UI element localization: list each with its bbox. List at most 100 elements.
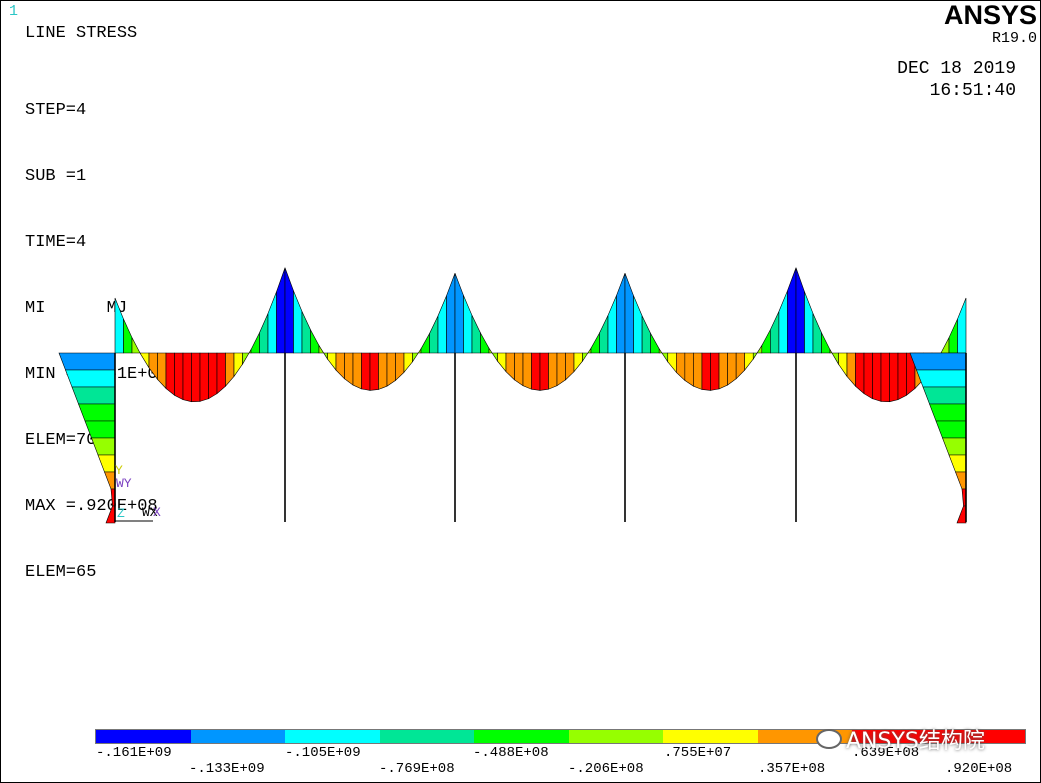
- stress-strip: [565, 352, 575, 381]
- info-max-elem: ELEM=65: [25, 563, 97, 582]
- stress-strip: [872, 352, 882, 402]
- stress-strip: [821, 332, 831, 354]
- date-time: DEC 18 2019 16:51:40: [897, 58, 1016, 102]
- column-stress-strip: [97, 454, 116, 473]
- stress-strip: [114, 297, 124, 354]
- legend-swatch: [568, 730, 663, 743]
- stress-strip: [838, 352, 848, 378]
- stress-strip: [675, 352, 686, 382]
- stress-strip: [624, 273, 634, 354]
- watermark: ANSYS结构院: [816, 723, 985, 755]
- stress-strip: [429, 315, 439, 354]
- stress-strip: [770, 311, 780, 354]
- brand-name: ANSYS: [943, 0, 1037, 30]
- window-number: 1: [9, 3, 19, 20]
- stress-diagram: [58, 267, 967, 524]
- watermark-text: ANSYS结构院: [846, 729, 985, 754]
- legend-swatch: [474, 730, 569, 743]
- stress-strip: [633, 295, 643, 354]
- column-stress-strip: [104, 471, 116, 490]
- column-stress-strip: [956, 505, 967, 524]
- stress-strip: [420, 332, 430, 354]
- column-stress-strip: [84, 420, 116, 439]
- stress-strip: [701, 352, 711, 391]
- column-stress-strip: [909, 352, 967, 371]
- stress-strip: [174, 352, 184, 401]
- legend-label-2: -.133E+09: [189, 761, 265, 777]
- stress-strip: [531, 352, 541, 391]
- stress-strip: [378, 352, 388, 390]
- stress-strip: [761, 329, 771, 354]
- stress-strip: [889, 352, 899, 403]
- triad-y-label: Y: [115, 463, 123, 478]
- plot-title: LINE STRESS: [25, 24, 138, 43]
- stress-strip: [718, 352, 728, 390]
- legend-label-6: -.206E+08: [568, 761, 644, 777]
- stress-strip: [199, 352, 209, 402]
- brand-version: R19.0: [991, 30, 1037, 47]
- stress-strip: [616, 273, 626, 354]
- stress-strip: [812, 313, 822, 354]
- column-stress-strip: [58, 352, 116, 371]
- plot-time: 16:51:40: [929, 81, 1016, 101]
- column-stress-strip: [91, 437, 116, 456]
- stress-strip: [131, 337, 141, 355]
- info-step: STEP=4: [25, 101, 87, 120]
- stress-strip: [293, 290, 303, 354]
- stress-strip: [344, 352, 354, 386]
- stress-strip: [752, 344, 763, 361]
- column-stress-strip: [922, 386, 967, 405]
- stress-strip: [242, 348, 252, 366]
- triad-x-label: X: [153, 505, 161, 520]
- stress-strip: [667, 352, 677, 374]
- stress-strip: [463, 295, 473, 354]
- column-stress-strip: [916, 369, 967, 388]
- column-lines: [114, 353, 967, 522]
- stress-strip: [829, 348, 839, 366]
- triad-wx-label: WX: [142, 505, 158, 520]
- stress-strip: [488, 347, 498, 363]
- stress-strip: [318, 344, 328, 361]
- stress-strip: [412, 347, 422, 363]
- info-time: TIME=4: [25, 233, 87, 252]
- legend-label-5: -.488E+08: [473, 745, 549, 761]
- stress-strip: [369, 352, 379, 391]
- column-stress-strip: [105, 505, 116, 524]
- stress-strip: [361, 352, 371, 391]
- triad-z-label: Z: [117, 506, 125, 521]
- stress-strip: [804, 291, 814, 354]
- stress-strip: [880, 352, 890, 403]
- stress-strip: [327, 352, 337, 371]
- triad-wy-label: WY: [116, 476, 132, 491]
- stress-strip: [233, 352, 243, 378]
- legend-label-1: -.161E+09: [96, 745, 172, 761]
- stress-strip: [352, 352, 362, 390]
- stress-strip: [787, 267, 797, 354]
- info-min-elem: ELEM=70: [25, 431, 97, 450]
- column-stress-strip: [955, 471, 967, 490]
- info-sub: SUB =1: [25, 167, 87, 186]
- stress-strip: [590, 331, 600, 354]
- ansys-logo: ANSYS R19.0: [943, 0, 1037, 47]
- stress-strip: [940, 337, 950, 355]
- stress-strip: [641, 315, 651, 354]
- stress-strip: [480, 331, 490, 354]
- axis-triad: Y WY WX X Z: [114, 463, 161, 522]
- stress-strip: [225, 352, 235, 387]
- stress-strip: [855, 352, 865, 395]
- stress-strip: [735, 352, 746, 380]
- stress-strip: [216, 352, 226, 395]
- column-stress-strip: [942, 437, 967, 456]
- legend-label-9: .639E+08: [852, 745, 920, 761]
- stress-strip: [250, 332, 260, 354]
- legend-label-8: .357E+08: [758, 761, 826, 777]
- stress-strip: [599, 315, 609, 354]
- column-stress-strip: [935, 420, 967, 439]
- stress-strip: [744, 352, 754, 371]
- stress-strip: [335, 352, 345, 380]
- stress-strip: [437, 295, 447, 354]
- plot-date: DEC 18 2019: [897, 59, 1016, 79]
- stress-strip: [157, 352, 167, 390]
